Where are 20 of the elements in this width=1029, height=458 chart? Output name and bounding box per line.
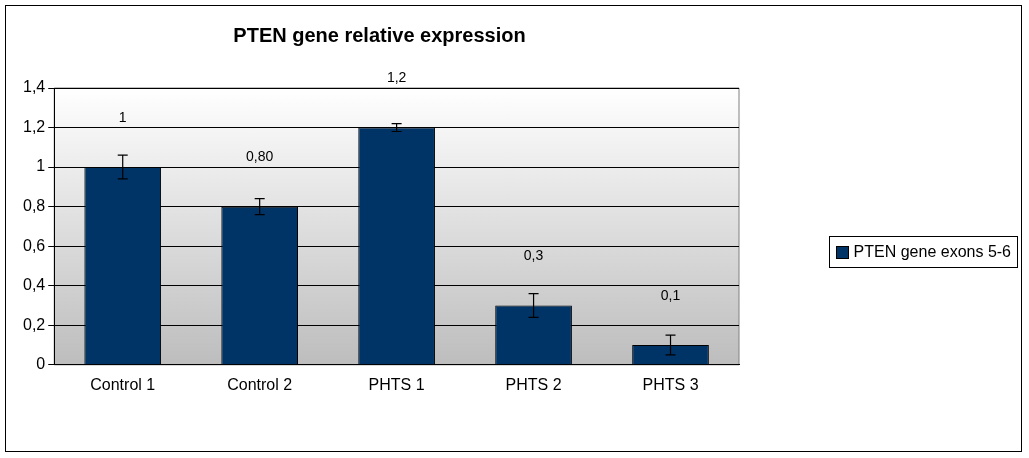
y-tick-label: 0,4 bbox=[22, 276, 46, 294]
data-label: 0,3 bbox=[523, 247, 544, 264]
x-tick-label: PHTS 1 bbox=[368, 375, 425, 393]
data-label: 0,80 bbox=[246, 148, 274, 165]
y-tick-label: 1 bbox=[36, 157, 46, 175]
x-tick-label: Control 1 bbox=[90, 375, 156, 393]
y-tick-label: 0,8 bbox=[22, 197, 46, 215]
data-label: 1 bbox=[118, 108, 127, 125]
y-tick-label: 0 bbox=[36, 355, 46, 373]
x-tick-label: PHTS 3 bbox=[642, 375, 699, 393]
chart-title: PTEN gene relative expression bbox=[233, 23, 526, 46]
x-tick-label: PHTS 2 bbox=[505, 375, 562, 393]
y-tick-label: 1,4 bbox=[22, 78, 46, 96]
y-tick-label: 0,2 bbox=[22, 315, 46, 333]
x-tick-label: Control 2 bbox=[227, 375, 293, 393]
text: PTEN gene exons 5-6 bbox=[853, 243, 1011, 261]
data-label: 1,2 bbox=[386, 69, 407, 86]
y-tick-label: 0,6 bbox=[22, 236, 46, 254]
data-label: 0,1 bbox=[660, 286, 681, 303]
y-tick-label: 1,2 bbox=[22, 117, 46, 135]
